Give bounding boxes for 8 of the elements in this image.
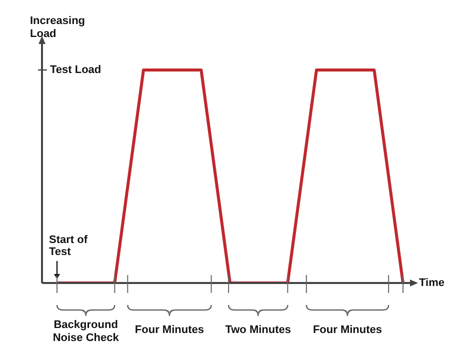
text: Background Noise Check — [52, 319, 120, 344]
text: Two Minutes — [225, 324, 292, 336]
annotation: Start of Test — [49, 234, 88, 258]
y-axis-title: Increasing Load — [30, 15, 86, 40]
x-axis-title: Time — [419, 277, 444, 290]
text: Four Minutes — [312, 324, 382, 336]
annotation: Test Load — [50, 64, 102, 76]
text: Four Minutes — [134, 324, 204, 336]
